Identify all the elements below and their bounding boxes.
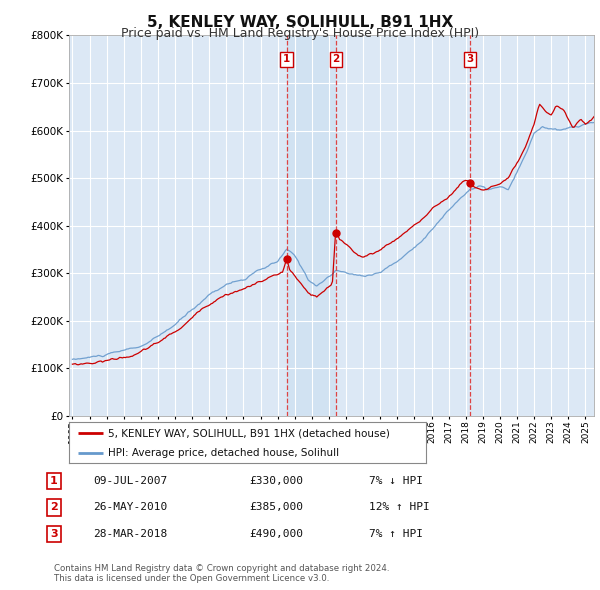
Text: 1: 1 [283, 54, 290, 64]
Text: 2: 2 [50, 503, 58, 512]
Text: 12% ↑ HPI: 12% ↑ HPI [369, 503, 430, 512]
Text: Contains HM Land Registry data © Crown copyright and database right 2024.
This d: Contains HM Land Registry data © Crown c… [54, 563, 389, 583]
Text: 7% ↓ HPI: 7% ↓ HPI [369, 476, 423, 486]
Text: 09-JUL-2007: 09-JUL-2007 [93, 476, 167, 486]
Text: 3: 3 [50, 529, 58, 539]
Text: 5, KENLEY WAY, SOLIHULL, B91 1HX (detached house): 5, KENLEY WAY, SOLIHULL, B91 1HX (detach… [108, 428, 390, 438]
Text: £385,000: £385,000 [249, 503, 303, 512]
Text: HPI: Average price, detached house, Solihull: HPI: Average price, detached house, Soli… [108, 448, 340, 458]
Text: 1: 1 [50, 476, 58, 486]
Text: 2: 2 [332, 54, 340, 64]
Text: 5, KENLEY WAY, SOLIHULL, B91 1HX: 5, KENLEY WAY, SOLIHULL, B91 1HX [147, 15, 453, 30]
Text: 26-MAY-2010: 26-MAY-2010 [93, 503, 167, 512]
Text: 7% ↑ HPI: 7% ↑ HPI [369, 529, 423, 539]
Text: 28-MAR-2018: 28-MAR-2018 [93, 529, 167, 539]
Text: 3: 3 [466, 54, 473, 64]
Bar [287, 35, 336, 416]
Text: Price paid vs. HM Land Registry's House Price Index (HPI): Price paid vs. HM Land Registry's House … [121, 27, 479, 40]
Text: £490,000: £490,000 [249, 529, 303, 539]
Text: £330,000: £330,000 [249, 476, 303, 486]
